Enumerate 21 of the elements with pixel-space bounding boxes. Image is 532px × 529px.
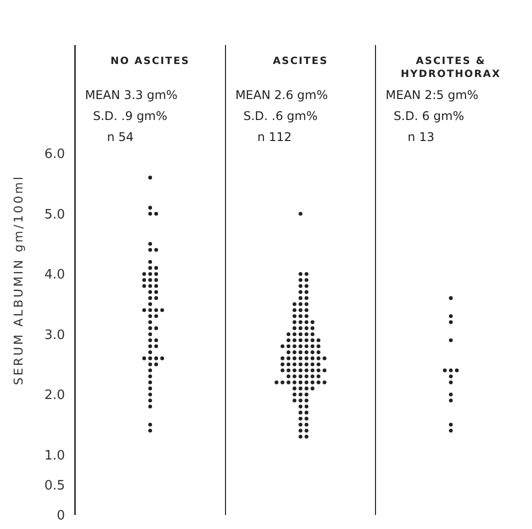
annotation: n 54 — [106, 129, 135, 146]
y-tick-label: 0 — [56, 508, 65, 524]
annotation: n 112 — [256, 129, 293, 146]
y-tick-label: 3.0 — [44, 328, 65, 343]
y-tick-label: 2.0 — [44, 388, 65, 404]
annotation: S.D. 6 gm% — [392, 108, 466, 125]
y-tick-label: 4.0 — [44, 268, 65, 283]
y-tick-label: 1.0 — [44, 448, 65, 464]
annotation: MEAN 2.6 gm% — [235, 87, 329, 104]
y-tick-label: 6.0 — [44, 147, 65, 162]
annotation: S.D. .6 gm% — [242, 108, 319, 125]
y-axis-title: SERUM ALBUMIN gm/100ml — [11, 174, 26, 386]
annotation: S.D. .9 gm% — [92, 108, 168, 125]
y-tick-label: 5.0 — [44, 207, 65, 222]
annotation: n 13 — [406, 129, 436, 146]
annotation: MEAN 3.3 gm% — [85, 87, 179, 104]
annotation: MEAN 2:5 gm% — [386, 87, 480, 104]
x-tick-label: ASCITES & HYDROTHORAX — [400, 55, 502, 81]
y-tick-label: 0.5 — [44, 478, 65, 494]
x-tick-label: ASCITES — [272, 55, 330, 68]
x-tick-label: NO ASCITES — [110, 55, 191, 68]
